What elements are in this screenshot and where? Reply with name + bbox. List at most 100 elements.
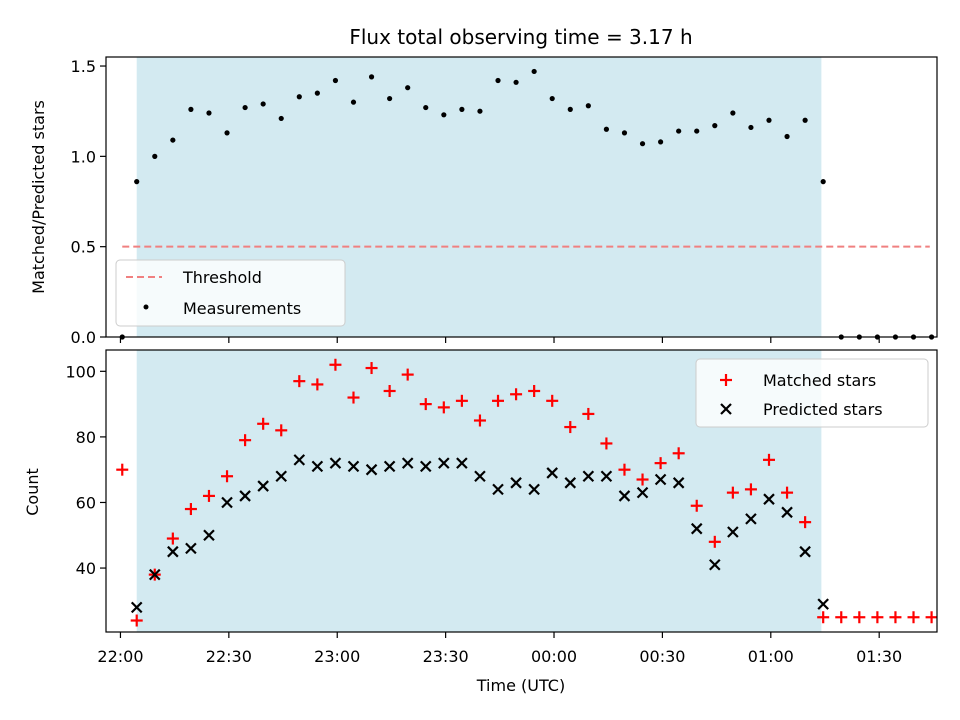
predicted-star-b — [329, 457, 342, 469]
count-x-tick-label: 00:00 — [531, 647, 577, 666]
measurements-legend-swatch — [143, 304, 149, 310]
count-legend: Matched stars Predicted stars — [695, 358, 929, 428]
predicted-star-point — [257, 480, 269, 492]
measurement-point — [314, 90, 320, 96]
predicted-star-b — [311, 460, 324, 473]
predicted-star-b — [600, 470, 613, 483]
predicted-star-b — [239, 490, 251, 502]
predicted-star-point — [148, 568, 161, 581]
predicted-star-b — [817, 598, 829, 610]
predicted-star-b — [763, 493, 775, 505]
matched-star-point — [221, 470, 234, 483]
count-y-tick-label: 60 — [76, 493, 96, 512]
measurement-point — [423, 104, 429, 111]
matched-star-point — [600, 437, 613, 450]
predicted-star-b — [690, 522, 703, 535]
matched-stars-legend-swatch — [720, 374, 732, 386]
count-legend-box — [695, 358, 929, 428]
predicted-star-point — [203, 529, 215, 542]
matched-star-point — [383, 384, 396, 397]
count-y-tick-label: 100 — [65, 362, 96, 381]
predicted-star-point — [130, 601, 143, 614]
count-points — [116, 358, 956, 627]
predicted-star-b — [582, 470, 595, 483]
ratio-y-tick-label: 0.0 — [71, 328, 96, 347]
measurement-point — [712, 123, 718, 129]
predicted-star-point — [438, 457, 450, 469]
predicted-stars-legend-swatch — [720, 403, 732, 415]
predicted-star-b — [618, 490, 631, 502]
matched-star-point — [853, 611, 866, 624]
matched-star-point — [437, 401, 450, 414]
predicted-star-point — [492, 483, 504, 496]
measurement-point — [766, 117, 772, 123]
predicted-star-point — [654, 473, 667, 486]
matched-star-point — [329, 358, 342, 371]
matched-star-point — [365, 362, 378, 375]
measurement-point — [368, 74, 375, 80]
predicted-star-point — [672, 477, 685, 489]
measurement-point — [621, 130, 628, 136]
predicted-star-point — [167, 545, 179, 558]
predicted-star-b — [546, 467, 558, 479]
predicted-star-point — [600, 470, 613, 483]
measurement-point — [260, 101, 266, 107]
measurement-point — [658, 139, 664, 145]
predicted-star-point — [546, 467, 558, 479]
measurement-point — [784, 133, 790, 140]
measurement-point — [242, 104, 248, 111]
ratio-panel-frame — [105, 56, 938, 338]
matched-star-point — [889, 611, 902, 624]
matched-star-point — [907, 611, 920, 624]
measurement-point — [152, 153, 158, 159]
predicted-star-point — [781, 506, 793, 519]
predicted-star-b — [528, 483, 540, 496]
matched-star-point — [744, 483, 757, 496]
predicted-star-b — [564, 477, 577, 489]
measurement-point — [603, 126, 610, 132]
measurement-point — [224, 130, 230, 136]
threshold-legend-label: Threshold — [182, 268, 262, 287]
matched-star-point — [944, 611, 956, 623]
matched-star-point — [835, 611, 848, 624]
predicted-star-point — [510, 477, 522, 489]
predicted-star-b — [185, 542, 197, 555]
predicted-star-point — [239, 490, 251, 502]
count-x-tick-label: 00:30 — [639, 647, 685, 666]
measurement-point — [531, 68, 537, 75]
matched-star-point — [401, 368, 414, 381]
predicted-star-b — [203, 529, 215, 542]
predicted-star-b — [347, 460, 360, 473]
predicted-star-point — [456, 457, 468, 469]
predicted-star-point — [709, 559, 721, 571]
matched-stars-legend-label: Matched stars — [763, 371, 876, 390]
predicted-star-b — [365, 463, 378, 476]
predicted-star-b — [401, 457, 414, 469]
measurement-point — [676, 128, 682, 134]
matched-star-point — [762, 453, 775, 466]
predicted-star-point — [293, 454, 306, 466]
ratio-legend: Threshold Measurements — [115, 259, 346, 327]
matched-star-point — [166, 532, 179, 545]
ratio-y-axis-label: Matched/Predicted stars — [29, 100, 48, 294]
predicted-star-point — [329, 457, 342, 469]
matched-star-point — [672, 447, 685, 460]
measurement-point — [206, 110, 212, 116]
measurement-point — [188, 106, 194, 112]
predicted-star-point — [528, 483, 540, 496]
count-panel-frame — [105, 349, 938, 633]
measurement-point — [495, 77, 501, 84]
predicted-star-b — [419, 460, 432, 473]
matched-star-point — [781, 486, 794, 499]
count-y-axis-label: Count — [23, 468, 42, 516]
predicted-star-point — [564, 477, 577, 489]
predicted-star-point — [347, 460, 360, 473]
measurement-point — [585, 103, 591, 109]
ratio-y-tick-label: 1.0 — [71, 147, 96, 166]
matched-star-point — [564, 421, 577, 434]
measurement-point — [296, 94, 302, 100]
count-panel: 40 60 80 100 22:00 22:30 23:00 23:30 00:00 00:30… — [23, 349, 956, 695]
predicted-star-b — [781, 506, 793, 519]
ratio-legend-box — [115, 259, 346, 327]
predicted-star-point — [582, 470, 595, 483]
